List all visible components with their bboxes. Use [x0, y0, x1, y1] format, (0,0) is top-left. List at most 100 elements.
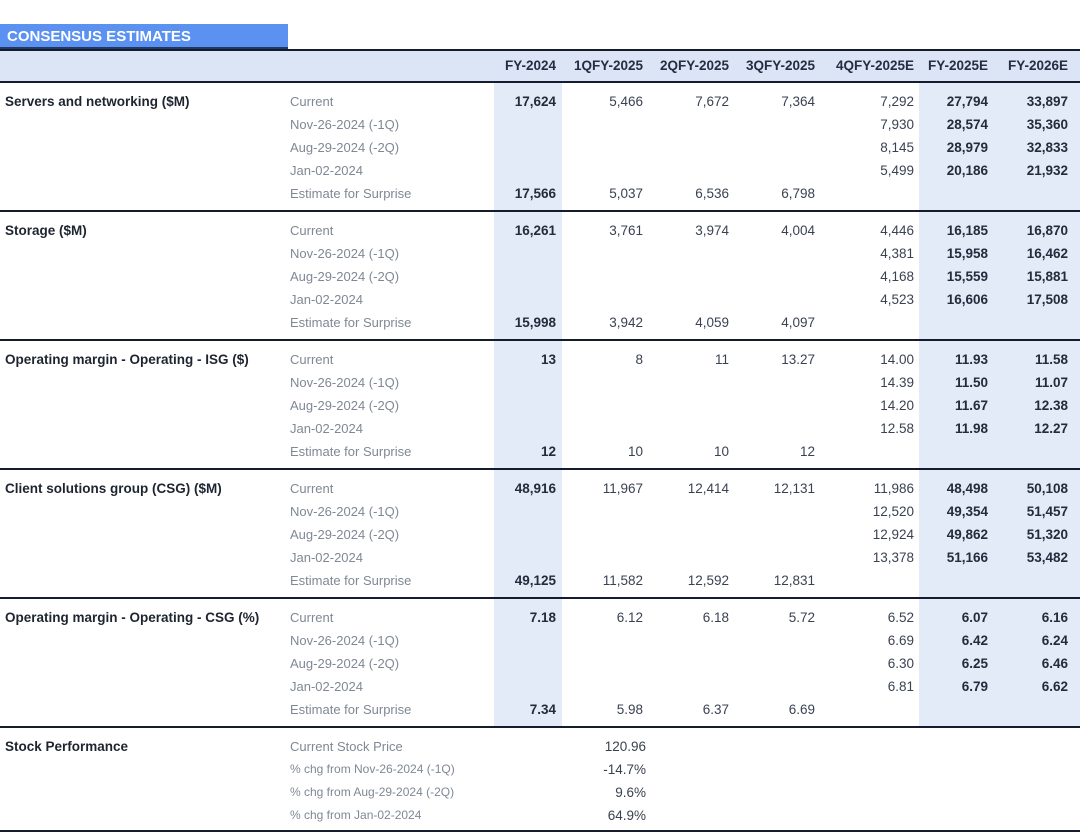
value-cell — [734, 652, 820, 675]
stock-value: 9.6% — [615, 785, 646, 800]
value-cell — [734, 288, 820, 311]
value-cell — [734, 242, 820, 265]
value-cell: 11 — [714, 352, 729, 367]
row-label: Jan-02-2024 — [290, 163, 363, 178]
stock-value: 120.96 — [604, 739, 646, 754]
value-cell: 6.25 — [961, 656, 988, 671]
value-cell: 50,108 — [1026, 481, 1068, 496]
value-cell — [648, 265, 734, 288]
value-cell — [820, 569, 917, 592]
value-cell — [494, 417, 562, 440]
value-cell — [494, 629, 562, 652]
value-cell — [734, 523, 820, 546]
row-label: Nov-26-2024 (-1Q) — [290, 504, 400, 519]
value-cell: 11,967 — [602, 481, 643, 496]
value-cell — [648, 159, 734, 182]
value-cell: 10 — [627, 444, 643, 459]
value-cell: 49,125 — [514, 573, 556, 588]
value-cell: 7,364 — [781, 94, 815, 109]
value-cell: 14.00 — [880, 352, 914, 367]
value-cell — [562, 394, 648, 417]
value-cell — [917, 569, 998, 592]
value-cell: 16,606 — [946, 292, 988, 307]
metric-sections: Servers and networking ($M) Current 17,624… — [0, 83, 1080, 728]
value-cell — [494, 546, 562, 569]
header-spacer-row-label — [290, 51, 494, 81]
value-cell: 14.20 — [880, 398, 914, 413]
value-cell — [494, 371, 562, 394]
value-cell — [562, 546, 648, 569]
value-cell: 6,536 — [695, 186, 729, 201]
panel-title: CONSENSUS ESTIMATES — [0, 24, 288, 49]
value-cell: 12,831 — [773, 573, 815, 588]
value-cell: 7.34 — [529, 702, 556, 717]
value-cell — [494, 288, 562, 311]
stock-value: 64.9% — [607, 808, 646, 823]
value-cell: 7,930 — [880, 117, 914, 132]
value-cell — [494, 113, 562, 136]
value-cell: 16,462 — [1026, 246, 1068, 261]
row-label: Nov-26-2024 (-1Q) — [290, 246, 400, 261]
value-cell — [648, 652, 734, 675]
row-label: % chg from Nov-26-2024 (-1Q) — [290, 762, 455, 776]
value-cell: 6.18 — [702, 610, 729, 625]
value-cell: 48,498 — [946, 481, 988, 496]
value-cell: 6.52 — [887, 610, 914, 625]
value-cell — [917, 182, 998, 205]
value-cell — [734, 629, 820, 652]
value-cell: 12 — [540, 444, 556, 459]
value-cell: 6.69 — [887, 633, 914, 648]
value-cell — [562, 242, 648, 265]
value-cell: 16,870 — [1026, 223, 1068, 238]
row-label: Jan-02-2024 — [290, 679, 363, 694]
value-cell — [734, 394, 820, 417]
value-cell: 4,059 — [695, 315, 729, 330]
value-cell: 17,566 — [514, 186, 556, 201]
row-label: Estimate for Surprise — [290, 186, 412, 201]
value-cell — [648, 417, 734, 440]
column-header-3qfy-2025: 3QFY-2025 — [745, 58, 815, 73]
value-cell — [734, 546, 820, 569]
value-cell — [734, 675, 820, 698]
value-cell — [998, 311, 1080, 334]
section-client-solutions-group-csg: Client solutions group (CSG) ($M) Current… — [0, 470, 1080, 599]
row-label: Current Stock Price — [290, 739, 403, 754]
section-title: Storage ($M) — [5, 223, 87, 238]
value-cell: 6.12 — [616, 610, 643, 625]
value-cell: 51,166 — [946, 550, 988, 565]
value-cell: 5.98 — [616, 702, 643, 717]
value-cell — [820, 698, 917, 721]
value-cell: 6.62 — [1041, 679, 1068, 694]
row-label: Nov-26-2024 (-1Q) — [290, 117, 400, 132]
value-cell: 3,974 — [695, 223, 729, 238]
value-cell: 28,574 — [946, 117, 988, 132]
value-cell: 6,798 — [781, 186, 815, 201]
value-cell — [734, 500, 820, 523]
value-cell: 53,482 — [1026, 550, 1068, 565]
value-cell: 15,559 — [946, 269, 988, 284]
value-cell — [562, 523, 648, 546]
value-cell — [998, 440, 1080, 463]
value-cell — [562, 265, 648, 288]
header-spacer-section-label — [0, 51, 290, 81]
value-cell — [562, 675, 648, 698]
value-cell — [734, 113, 820, 136]
value-cell: 6.81 — [887, 679, 914, 694]
row-label: Aug-29-2024 (-2Q) — [290, 269, 400, 284]
value-cell: 4,004 — [781, 223, 815, 238]
row-label: % chg from Jan-02-2024 — [290, 808, 422, 822]
fy2024-column-highlight-band — [494, 83, 562, 728]
value-cell — [734, 265, 820, 288]
value-cell: 14.39 — [880, 375, 914, 390]
column-header-fy-2024: FY-2024 — [504, 58, 556, 73]
value-cell: 5,466 — [609, 94, 643, 109]
value-cell: 5.72 — [788, 610, 815, 625]
value-cell — [648, 675, 734, 698]
value-cell — [562, 652, 648, 675]
value-cell: 4,097 — [781, 315, 815, 330]
value-cell: 16,185 — [946, 223, 988, 238]
value-cell — [562, 417, 648, 440]
row-label: Current — [290, 94, 334, 109]
value-cell: 51,320 — [1026, 527, 1068, 542]
